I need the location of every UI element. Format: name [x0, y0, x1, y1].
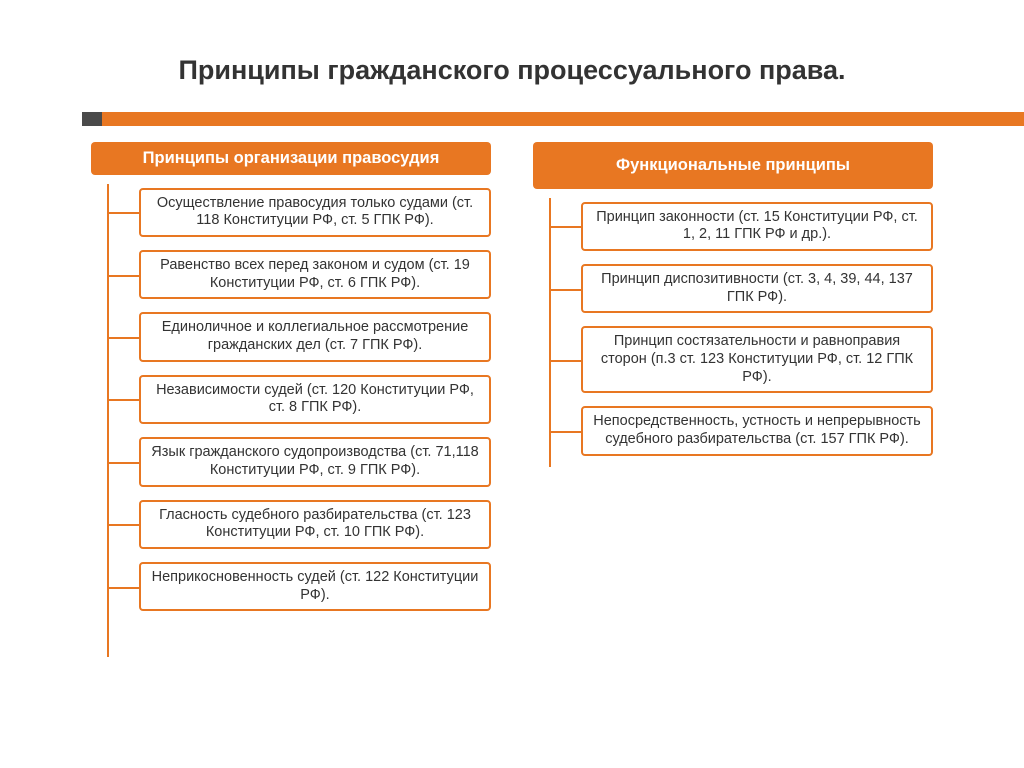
right-column: Функциональные принципы Принцип законнос… — [533, 142, 933, 611]
item-box: Принцип состязательности и равноправия с… — [581, 326, 933, 393]
list-item: Принцип законности (ст. 15 Конституции Р… — [581, 202, 933, 251]
list-item: Осуществление правосудия только судами (… — [139, 188, 491, 237]
connector — [107, 462, 139, 464]
item-box: Принцип законности (ст. 15 Конституции Р… — [581, 202, 933, 251]
item-box: Единоличное и коллегиальное рассмотрение… — [139, 312, 491, 361]
list-item: Единоличное и коллегиальное рассмотрение… — [139, 312, 491, 361]
list-item: Язык гражданского судопроизводства (ст. … — [139, 437, 491, 486]
item-box: Гласность судебного разбирательства (ст.… — [139, 500, 491, 549]
connector — [107, 275, 139, 277]
list-item: Непосредственность, устность и непрерывн… — [581, 406, 933, 455]
item-box: Осуществление правосудия только судами (… — [139, 188, 491, 237]
list-item: Равенство всех перед законом и судом (ст… — [139, 250, 491, 299]
item-box: Равенство всех перед законом и судом (ст… — [139, 250, 491, 299]
right-items: Принцип законности (ст. 15 Конституции Р… — [533, 202, 933, 456]
right-vline — [549, 198, 551, 467]
left-column: Принципы организации правосудия Осуществ… — [91, 142, 491, 611]
item-box: Язык гражданского судопроизводства (ст. … — [139, 437, 491, 486]
accent-seg2 — [82, 112, 102, 126]
page-title: Принципы гражданского процессуального пр… — [0, 0, 1024, 86]
accent-seg3 — [102, 112, 1024, 126]
columns: Принципы организации правосудия Осуществ… — [0, 142, 1024, 611]
accent-seg1 — [0, 112, 82, 126]
connector — [107, 212, 139, 214]
list-item: Принцип состязательности и равноправия с… — [581, 326, 933, 393]
accent-bar — [0, 112, 1024, 126]
connector — [549, 360, 581, 362]
left-items: Осуществление правосудия только судами (… — [91, 188, 491, 612]
item-box: Независимости судей (ст. 120 Конституции… — [139, 375, 491, 424]
item-box: Неприкосновенность судей (ст. 122 Консти… — [139, 562, 491, 611]
list-item: Принцип диспозитивности (ст. 3, 4, 39, 4… — [581, 264, 933, 313]
list-item: Гласность судебного разбирательства (ст.… — [139, 500, 491, 549]
list-item: Независимости судей (ст. 120 Конституции… — [139, 375, 491, 424]
connector — [549, 431, 581, 433]
connector — [549, 289, 581, 291]
left-header: Принципы организации правосудия — [91, 142, 491, 175]
connector — [107, 337, 139, 339]
item-box: Непосредственность, устность и непрерывн… — [581, 406, 933, 455]
right-header: Функциональные принципы — [533, 142, 933, 189]
item-box: Принцип диспозитивности (ст. 3, 4, 39, 4… — [581, 264, 933, 313]
connector — [107, 524, 139, 526]
connector — [549, 226, 581, 228]
slide: Принципы гражданского процессуального пр… — [0, 0, 1024, 768]
connector — [107, 587, 139, 589]
list-item: Неприкосновенность судей (ст. 122 Консти… — [139, 562, 491, 611]
connector — [107, 399, 139, 401]
